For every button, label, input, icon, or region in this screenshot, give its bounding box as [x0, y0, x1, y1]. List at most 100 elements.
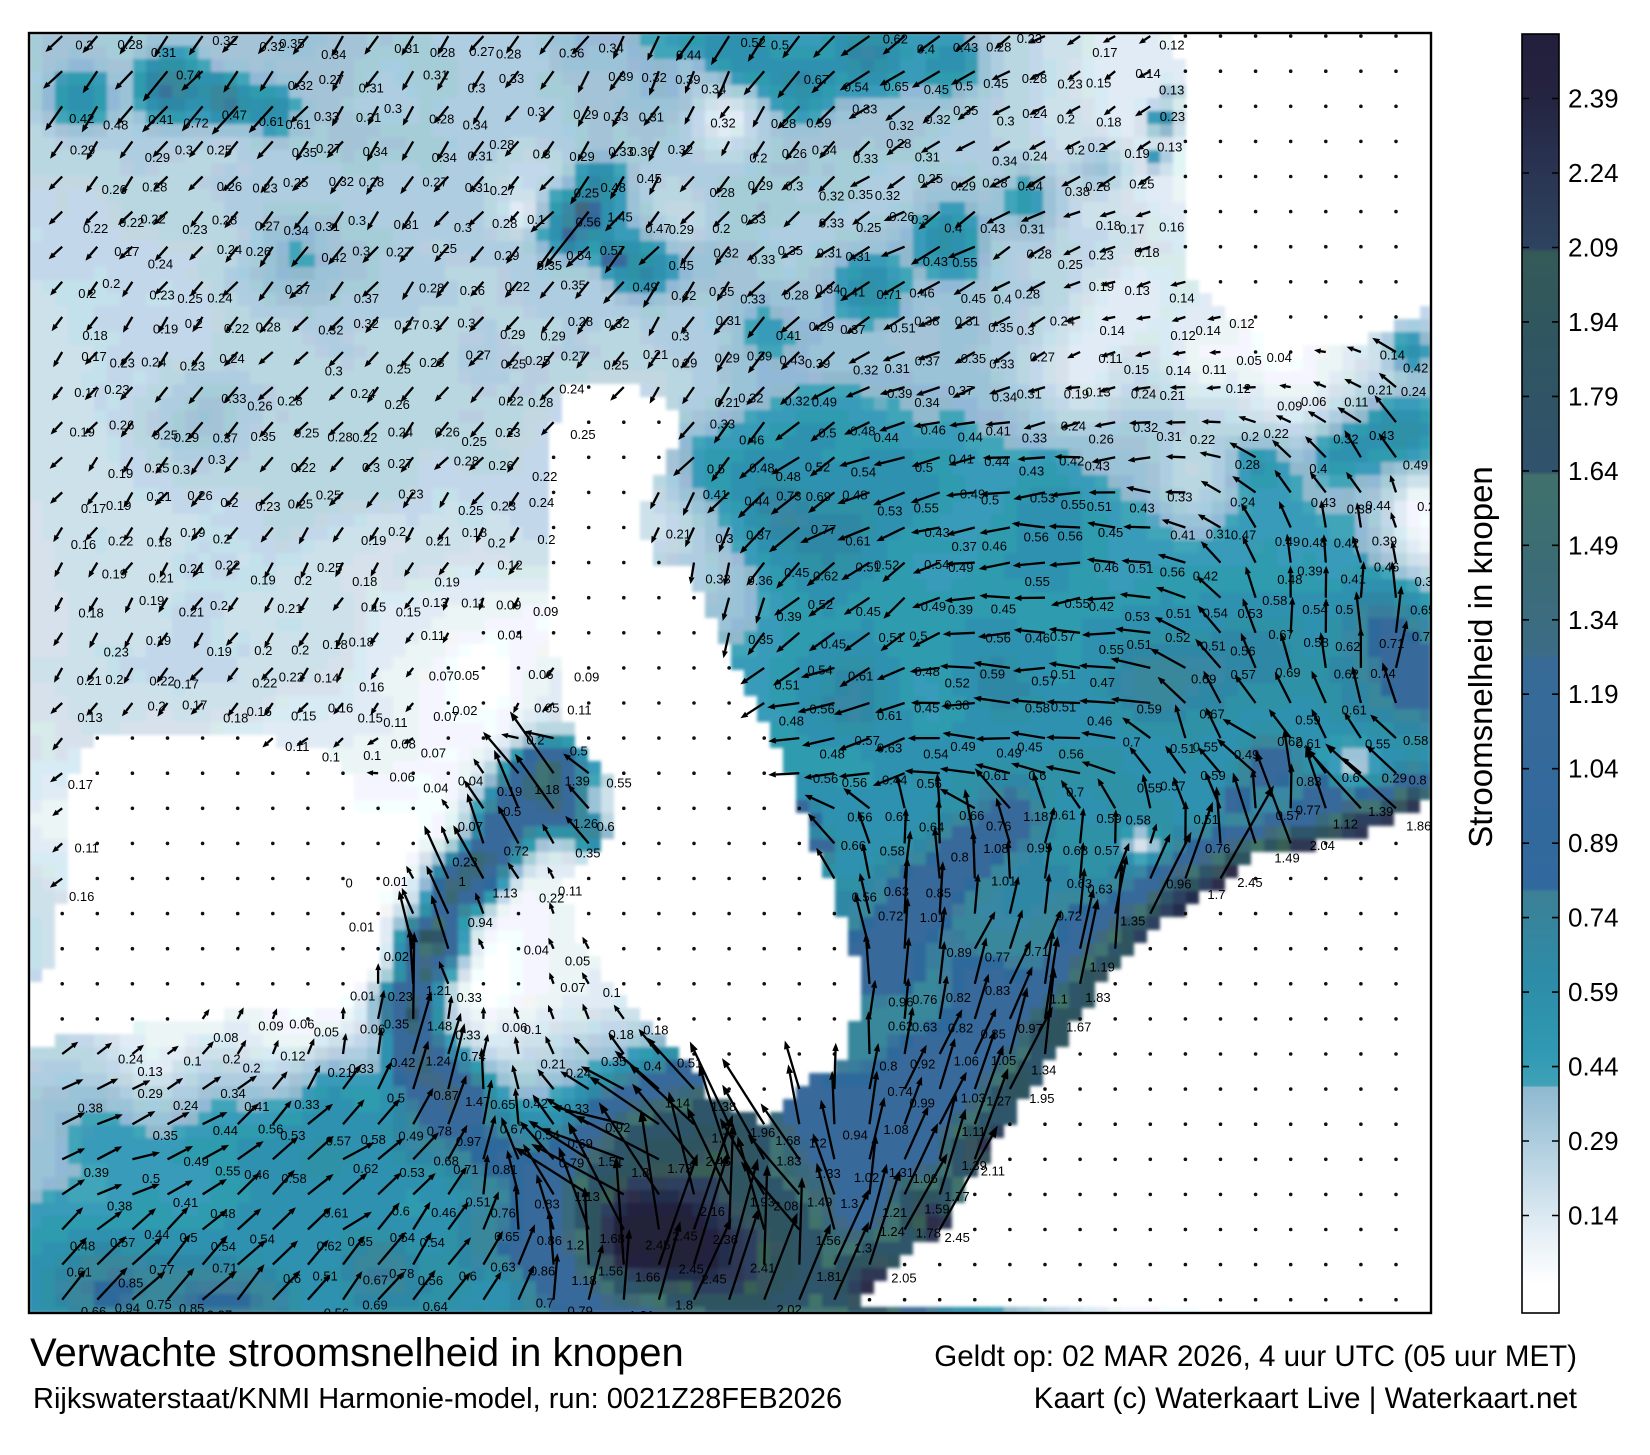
svg-text:0.51: 0.51 — [1170, 741, 1195, 756]
svg-text:0.58: 0.58 — [1025, 700, 1050, 715]
svg-text:0.48: 0.48 — [749, 460, 774, 475]
svg-text:0.3: 0.3 — [715, 531, 733, 546]
svg-text:0.2: 0.2 — [526, 733, 544, 748]
svg-text:0.12: 0.12 — [497, 558, 522, 573]
svg-text:0.97: 0.97 — [456, 1134, 481, 1149]
svg-text:0.56: 0.56 — [1058, 528, 1083, 543]
svg-text:0.32: 0.32 — [889, 118, 914, 133]
svg-text:0.72: 0.72 — [504, 843, 529, 858]
svg-text:0.21: 0.21 — [149, 570, 174, 585]
svg-text:0.45: 0.45 — [924, 82, 949, 97]
svg-text:0.24: 0.24 — [207, 291, 232, 306]
svg-text:0.67: 0.67 — [1268, 627, 1293, 642]
svg-text:0.33: 0.33 — [314, 109, 339, 124]
svg-text:0.54: 0.54 — [923, 747, 948, 762]
svg-text:0.44: 0.44 — [958, 430, 983, 445]
svg-text:0.71: 0.71 — [453, 1162, 478, 1177]
svg-text:0.35: 0.35 — [778, 243, 803, 258]
svg-text:0.18: 0.18 — [349, 635, 374, 650]
svg-text:2.08: 2.08 — [773, 1199, 798, 1214]
svg-text:1.18: 1.18 — [534, 782, 559, 797]
svg-text:0.33: 0.33 — [455, 1028, 480, 1043]
svg-text:0.5: 0.5 — [387, 1091, 405, 1106]
svg-text:0.69: 0.69 — [362, 1297, 387, 1312]
svg-text:0.34: 0.34 — [599, 40, 624, 55]
svg-text:Stroomsnelheid in knopen: Stroomsnelheid in knopen — [1462, 466, 1499, 848]
svg-text:0.49: 0.49 — [948, 560, 973, 575]
svg-text:0.34: 0.34 — [701, 81, 726, 96]
svg-text:0.31: 0.31 — [465, 180, 490, 195]
svg-text:0.29: 0.29 — [1382, 771, 1407, 786]
svg-text:0.25: 0.25 — [1058, 257, 1083, 272]
svg-text:0.32: 0.32 — [1133, 420, 1158, 435]
svg-text:0.25: 0.25 — [386, 362, 411, 377]
svg-text:0.56: 0.56 — [1024, 529, 1049, 544]
svg-text:0.99: 0.99 — [910, 1096, 935, 1111]
svg-text:0.09: 0.09 — [574, 669, 599, 684]
svg-text:0.11: 0.11 — [1344, 394, 1368, 409]
svg-text:0.74: 0.74 — [1370, 666, 1395, 681]
svg-text:0.25: 0.25 — [317, 560, 342, 575]
svg-text:0.42: 0.42 — [1089, 599, 1114, 614]
svg-text:0.23: 0.23 — [419, 355, 444, 370]
svg-text:0.23: 0.23 — [388, 989, 413, 1004]
svg-text:0.28: 0.28 — [419, 281, 444, 296]
svg-text:0.64: 0.64 — [919, 820, 944, 835]
svg-text:0.14: 0.14 — [1568, 1201, 1619, 1231]
svg-text:0.2: 0.2 — [488, 535, 506, 550]
svg-text:0.49: 0.49 — [1403, 458, 1428, 473]
svg-text:0.06: 0.06 — [390, 770, 415, 785]
svg-text:1.19: 1.19 — [1568, 679, 1619, 709]
svg-text:0.29: 0.29 — [748, 178, 773, 193]
svg-text:0.97: 0.97 — [1018, 1021, 1043, 1036]
svg-text:0.83: 0.83 — [534, 1197, 559, 1212]
svg-text:0.37: 0.37 — [948, 383, 973, 398]
svg-text:0.71: 0.71 — [877, 287, 902, 302]
svg-text:0.77: 0.77 — [985, 949, 1010, 964]
svg-text:0.74: 0.74 — [1568, 903, 1619, 933]
svg-text:0.2: 0.2 — [254, 643, 272, 658]
svg-text:0.19: 0.19 — [1089, 279, 1114, 294]
svg-text:0.26: 0.26 — [435, 425, 460, 440]
svg-text:0.18: 0.18 — [352, 574, 377, 589]
svg-text:0.35: 0.35 — [292, 145, 317, 160]
svg-text:0.29: 0.29 — [715, 351, 740, 366]
svg-text:0.39: 0.39 — [1372, 534, 1397, 549]
svg-text:0.67: 0.67 — [804, 72, 829, 87]
svg-text:0.3: 0.3 — [911, 212, 929, 227]
svg-text:0.24: 0.24 — [559, 382, 584, 397]
svg-text:0.19: 0.19 — [146, 633, 171, 648]
svg-text:0.42: 0.42 — [1059, 453, 1084, 468]
svg-text:0.65: 0.65 — [348, 1234, 373, 1249]
svg-text:1.77: 1.77 — [944, 1189, 969, 1204]
svg-text:0.94: 0.94 — [843, 1128, 868, 1143]
svg-text:1.83: 1.83 — [776, 1154, 801, 1169]
svg-text:0.1: 0.1 — [603, 985, 621, 1000]
svg-text:0.51: 0.51 — [677, 1055, 702, 1070]
svg-text:0.53: 0.53 — [1030, 491, 1055, 506]
svg-text:0.5: 0.5 — [955, 78, 973, 93]
svg-text:0.63: 0.63 — [884, 884, 909, 899]
svg-text:0.29: 0.29 — [500, 327, 525, 342]
svg-text:0.15: 0.15 — [361, 600, 386, 615]
svg-text:0.19: 0.19 — [250, 573, 275, 588]
svg-text:0.18: 0.18 — [147, 534, 172, 549]
svg-text:0.23: 0.23 — [495, 425, 520, 440]
svg-text:0.14: 0.14 — [1166, 363, 1191, 378]
svg-text:0.41: 0.41 — [949, 451, 974, 466]
svg-text:0.38: 0.38 — [914, 313, 939, 328]
svg-text:0.56: 0.56 — [917, 776, 942, 791]
svg-text:1.68: 1.68 — [775, 1133, 800, 1148]
svg-text:1.2: 1.2 — [809, 1136, 827, 1151]
svg-text:0.8: 0.8 — [1409, 773, 1427, 788]
svg-text:0.41: 0.41 — [840, 285, 865, 300]
svg-text:0.23: 0.23 — [1089, 248, 1114, 263]
svg-text:0.14: 0.14 — [1380, 348, 1405, 363]
svg-text:0.33: 0.33 — [499, 71, 524, 86]
svg-text:1.77: 1.77 — [711, 1130, 736, 1145]
svg-text:0.49: 0.49 — [812, 395, 837, 410]
svg-text:0.25: 0.25 — [458, 503, 483, 518]
svg-text:2.36: 2.36 — [713, 1232, 738, 1247]
svg-text:0.23: 0.23 — [110, 356, 135, 371]
svg-text:0.1: 0.1 — [527, 212, 545, 227]
